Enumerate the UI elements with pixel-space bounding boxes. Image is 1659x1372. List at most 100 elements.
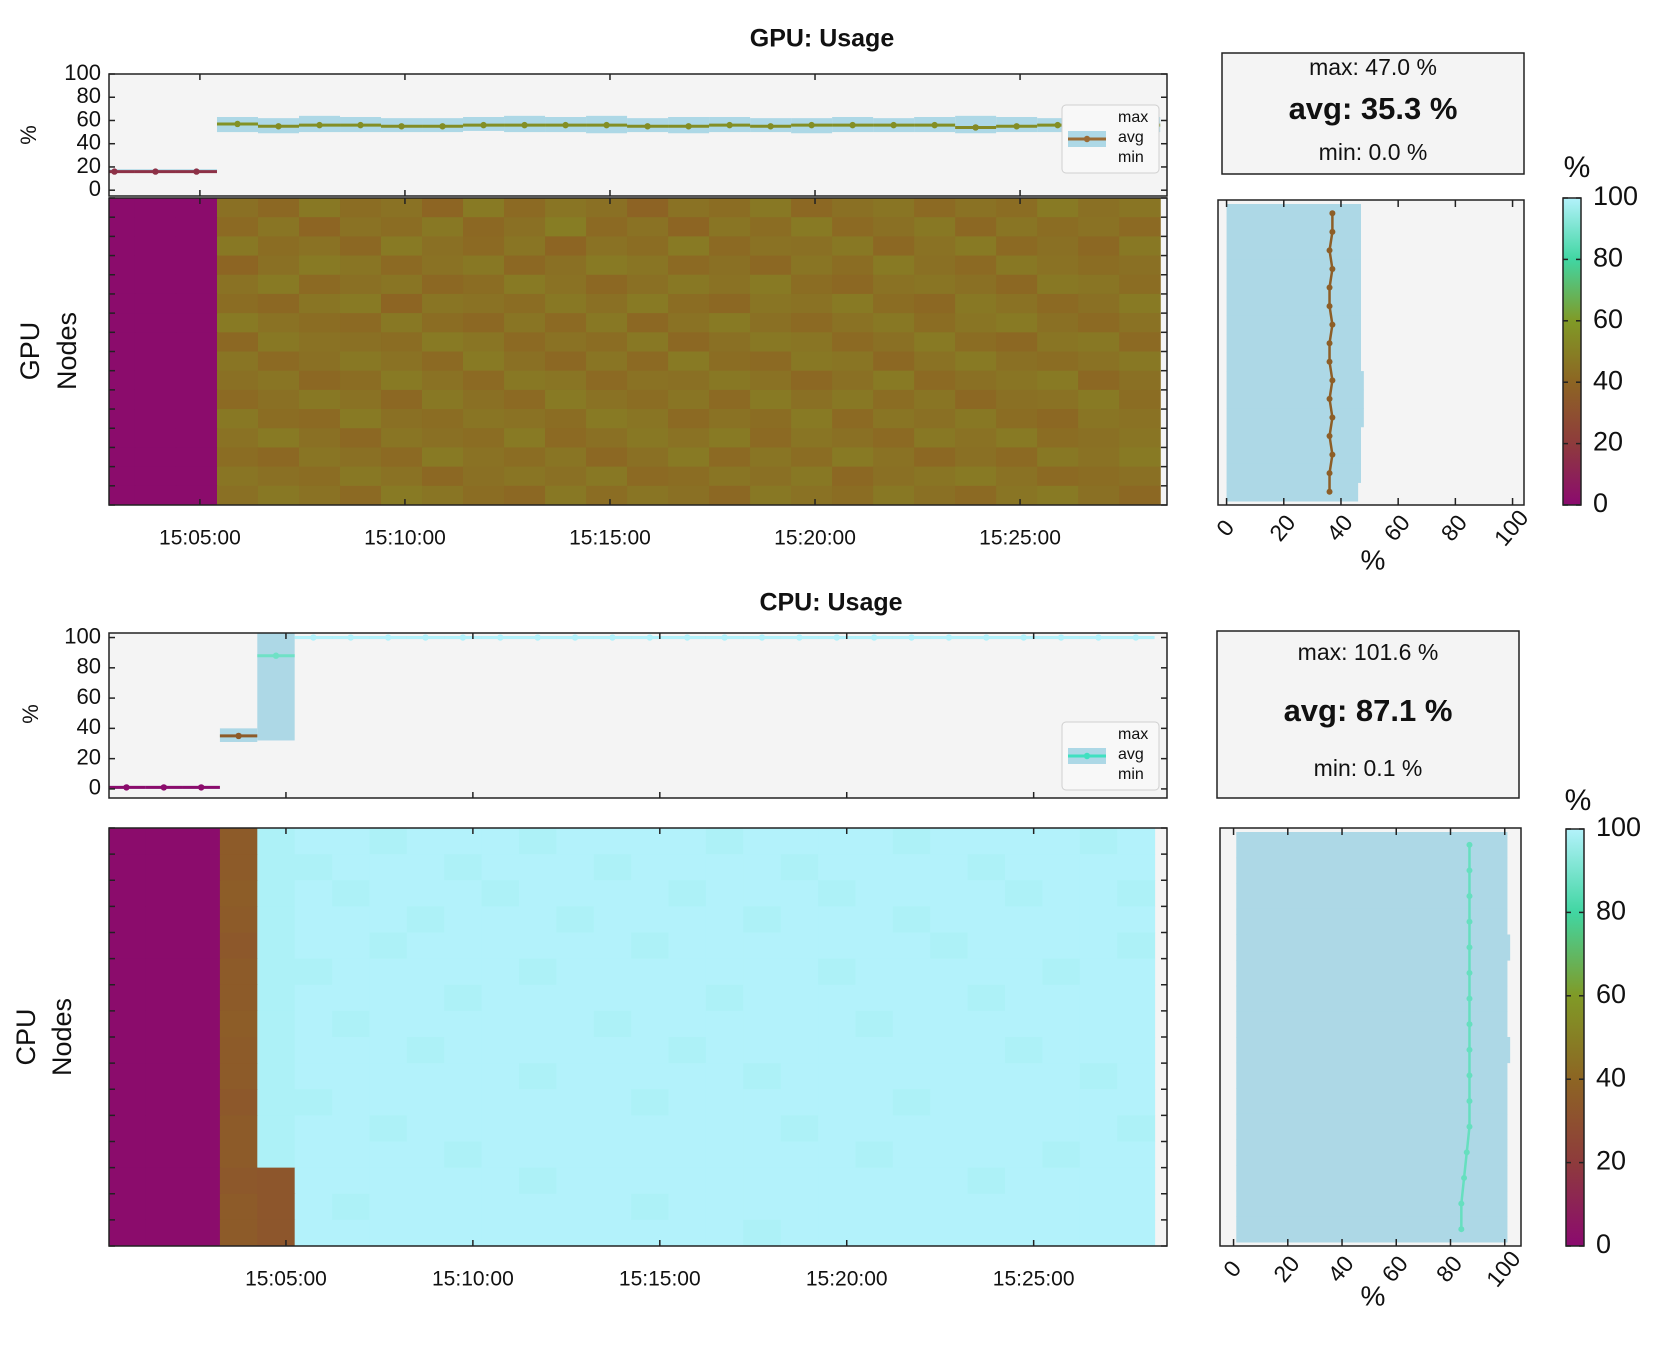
- legend: max avg min: [1061, 104, 1160, 174]
- heatmap-cell: [340, 198, 382, 218]
- heatmap-cell: [1079, 932, 1118, 960]
- heatmap-cell: [892, 984, 931, 1012]
- heatmap-cell: [481, 984, 520, 1012]
- heatmap-cell: [1042, 1115, 1081, 1143]
- heatmap-cell: [145, 1193, 184, 1221]
- heatmap-cell: [481, 1141, 520, 1169]
- heatmap-cell: [545, 389, 587, 410]
- heatmap-cell: [182, 906, 221, 934]
- heatmap-cell: [145, 1089, 184, 1116]
- heatmap-cell: [855, 1010, 894, 1038]
- node-range: [1226, 333, 1361, 353]
- heatmap-cell: [1117, 932, 1156, 960]
- heatmap-cell: [463, 370, 505, 391]
- heatmap-cell: [1079, 1010, 1118, 1038]
- heatmap-cell: [627, 255, 669, 276]
- colorbar-label: %: [1564, 151, 1591, 184]
- heatmap-cell: [1042, 1193, 1081, 1221]
- heatmap-cell: [743, 828, 782, 855]
- heatmap-cell: [299, 293, 341, 314]
- heatmap-cell: [369, 906, 408, 934]
- x-tick-label: 100: [1481, 1246, 1526, 1292]
- heatmap-cell: [332, 1219, 371, 1246]
- node-avg-point: [1326, 284, 1333, 291]
- avg-point: [1095, 634, 1102, 641]
- heatmap-cell: [892, 880, 931, 907]
- heatmap-cell: [914, 198, 956, 218]
- heatmap-cell: [668, 313, 710, 333]
- heatmap-cell: [1079, 828, 1118, 855]
- heatmap-cell: [914, 466, 956, 487]
- node-avg-point: [1463, 1149, 1470, 1156]
- avg-point: [562, 121, 569, 129]
- heatmap-cell: [381, 485, 423, 505]
- heatmap-cell: [556, 1089, 595, 1116]
- heatmap-cell: [1117, 984, 1156, 1012]
- heatmap-cell: [593, 1037, 632, 1064]
- y-tick-label: 100: [64, 623, 101, 648]
- heatmap-cell: [219, 906, 258, 934]
- heatmap-cell: [1004, 1115, 1043, 1143]
- heatmap-cell: [631, 880, 670, 907]
- heatmap-cell: [914, 313, 956, 333]
- heatmap-cell: [1119, 389, 1161, 410]
- avg-point: [275, 123, 282, 130]
- heatmap-cell: [586, 332, 628, 353]
- heatmap-cell: [216, 198, 259, 218]
- heatmap-cell: [109, 1063, 146, 1090]
- heatmap-cell: [1078, 293, 1120, 314]
- avg-point: [480, 121, 487, 129]
- node-avg-point: [1329, 377, 1336, 384]
- heatmap-cell: [257, 932, 296, 960]
- heatmap-cell: [709, 351, 751, 372]
- heatmap-cell: [1117, 1037, 1156, 1064]
- heatmap-cell: [109, 313, 136, 333]
- avg-point: [945, 634, 953, 641]
- x-tick-label: 15:10:00: [364, 527, 446, 550]
- heatmap-cell: [955, 485, 997, 505]
- heatmap-cell: [1117, 1167, 1156, 1195]
- heatmap-cell: [332, 958, 371, 986]
- heatmap-cell: [892, 1219, 931, 1246]
- heatmap-cell: [668, 293, 710, 314]
- heatmap-cell: [1117, 1063, 1156, 1090]
- heatmap-cell: [1078, 236, 1120, 257]
- heatmap-cell: [873, 428, 915, 449]
- heatmap-cell: [299, 351, 341, 372]
- heatmap-cell: [175, 236, 218, 257]
- heatmap-cell: [109, 332, 136, 353]
- colorbar-tick-label: 20: [1593, 427, 1623, 457]
- heatmap-cell: [175, 428, 218, 449]
- heatmap-cell: [381, 255, 423, 276]
- heatmap-cell: [818, 1193, 857, 1221]
- heatmap-cell: [422, 255, 464, 276]
- heatmap-cell: [545, 255, 587, 276]
- heatmap-cell: [294, 1037, 333, 1064]
- x-tick-label: 15:20:00: [774, 527, 856, 550]
- heatmap-cell: [369, 1010, 408, 1038]
- node-range: [1226, 315, 1361, 335]
- heatmap-cell: [134, 447, 177, 468]
- heatmap-cell: [709, 217, 751, 237]
- node-avg-point: [1466, 1098, 1473, 1105]
- heatmap-cell: [216, 255, 259, 276]
- heatmap-cell: [481, 1219, 520, 1246]
- heatmap-cell: [556, 984, 595, 1012]
- usage-panel: GPU: Usage020406080100%maxavgmin15:05:00…: [15, 25, 1638, 576]
- heatmap-cell: [216, 447, 259, 468]
- y-tick-label: 0: [89, 176, 101, 201]
- avg-point: [890, 121, 897, 129]
- heatmap-cell: [545, 274, 587, 295]
- heatmap-cell: [873, 351, 915, 372]
- colorbar-tick-label: 80: [1593, 243, 1623, 273]
- heatmap-cell: [257, 370, 300, 391]
- heatmap-cell: [593, 932, 632, 960]
- heatmap-cell: [481, 1115, 520, 1143]
- heatmap-cell: [1037, 198, 1079, 218]
- heatmap-cell: [463, 409, 505, 429]
- heatmap-cell: [750, 332, 792, 353]
- heatmap-cell: [257, 466, 300, 487]
- heatmap-cell: [750, 313, 792, 333]
- heatmap-cell: [463, 313, 505, 333]
- heatmap-cell: [967, 1167, 1006, 1195]
